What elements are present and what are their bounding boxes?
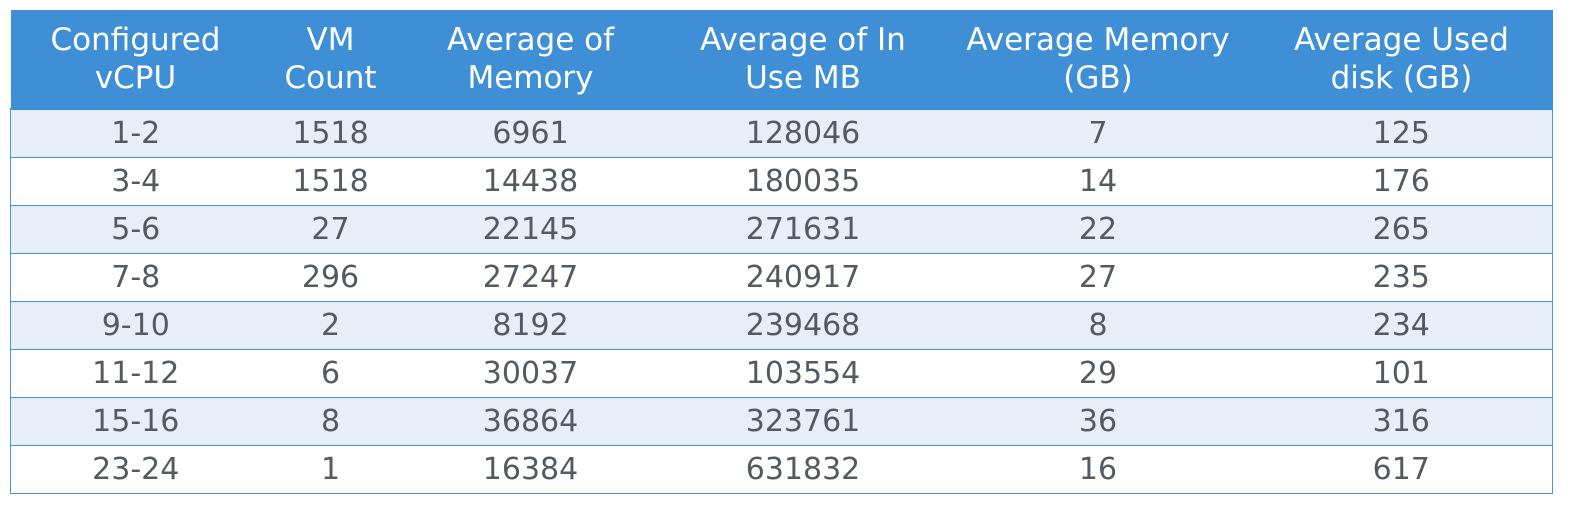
cell-average-in-use-mb: 631832 xyxy=(660,445,946,494)
cell-average-memory-gb: 14 xyxy=(945,157,1251,206)
cell-configured-vcpu: 3-4 xyxy=(10,157,261,206)
cell-average-memory-gb: 16 xyxy=(945,445,1251,494)
cell-average-used-disk-gb: 101 xyxy=(1250,349,1553,398)
header-line: Average Memory xyxy=(966,22,1230,58)
header-line: Average of xyxy=(446,22,615,58)
cell-average-in-use-mb: 128046 xyxy=(660,108,946,158)
cell-average-of-memory: 30037 xyxy=(400,349,661,398)
cell-average-used-disk-gb: 617 xyxy=(1250,445,1553,494)
cell-average-used-disk-gb: 125 xyxy=(1250,108,1553,158)
cell-average-of-memory: 22145 xyxy=(400,205,661,254)
cell-vm-count: 1518 xyxy=(260,108,401,158)
cell-average-in-use-mb: 239468 xyxy=(660,301,946,350)
cell-vm-count: 2 xyxy=(260,301,401,350)
vcpu-stats-table: Configured vCPU VM Count Average of Memory … xyxy=(10,10,1553,494)
cell-average-used-disk-gb: 316 xyxy=(1250,397,1553,446)
table-row: 9-10 2 8192 239468 8 234 xyxy=(10,301,1553,350)
cell-configured-vcpu: 9-10 xyxy=(10,301,261,350)
cell-average-in-use-mb: 323761 xyxy=(660,397,946,446)
header-line: Use MB xyxy=(745,60,861,96)
cell-average-in-use-mb: 271631 xyxy=(660,205,946,254)
table-row: 3-4 1518 14438 180035 14 176 xyxy=(10,157,1553,206)
cell-vm-count: 6 xyxy=(260,349,401,398)
header-line: Average of In xyxy=(700,22,906,58)
cell-average-memory-gb: 27 xyxy=(945,253,1251,302)
header-configured-vcpu: Configured vCPU xyxy=(10,10,261,110)
cell-average-in-use-mb: 240917 xyxy=(660,253,946,302)
table-row: 5-6 27 22145 271631 22 265 xyxy=(10,205,1553,254)
table-row: 23-24 1 16384 631832 16 617 xyxy=(10,445,1553,494)
cell-average-used-disk-gb: 234 xyxy=(1250,301,1553,350)
header-line: Memory xyxy=(467,60,594,96)
table-header: Configured vCPU VM Count Average of Memory … xyxy=(10,10,1553,110)
cell-configured-vcpu: 11-12 xyxy=(10,349,261,398)
header-average-used-disk-gb: Average Used disk (GB) xyxy=(1250,10,1553,110)
table-body: 1-2 1518 6961 128046 7 125 3-4 1518 14438 180035 1… xyxy=(10,108,1553,494)
header-line: Configured xyxy=(50,22,221,58)
cell-average-in-use-mb: 180035 xyxy=(660,157,946,206)
cell-configured-vcpu: 5-6 xyxy=(10,205,261,254)
cell-average-used-disk-gb: 176 xyxy=(1250,157,1553,206)
cell-configured-vcpu: 23-24 xyxy=(10,445,261,494)
cell-vm-count: 8 xyxy=(260,397,401,446)
cell-vm-count: 1 xyxy=(260,445,401,494)
cell-average-of-memory: 14438 xyxy=(400,157,661,206)
header-average-in-use-mb: Average of In Use MB xyxy=(660,10,946,110)
header-average-memory-gb: Average Memory (GB) xyxy=(945,10,1251,110)
cell-configured-vcpu: 7-8 xyxy=(10,253,261,302)
cell-average-in-use-mb: 103554 xyxy=(660,349,946,398)
cell-average-of-memory: 36864 xyxy=(400,397,661,446)
cell-configured-vcpu: 1-2 xyxy=(10,108,261,158)
header-line: disk (GB) xyxy=(1330,60,1473,96)
table-row: 11-12 6 30037 103554 29 101 xyxy=(10,349,1553,398)
cell-average-of-memory: 16384 xyxy=(400,445,661,494)
cell-average-of-memory: 6961 xyxy=(400,108,661,158)
header-line: (GB) xyxy=(1063,60,1133,96)
table-row: 1-2 1518 6961 128046 7 125 xyxy=(10,108,1553,158)
header-line: Count xyxy=(284,60,377,96)
cell-average-used-disk-gb: 265 xyxy=(1250,205,1553,254)
cell-average-used-disk-gb: 235 xyxy=(1250,253,1553,302)
header-line: VM xyxy=(306,22,355,58)
cell-average-of-memory: 27247 xyxy=(400,253,661,302)
header-line: Average Used xyxy=(1294,22,1509,58)
header-row: Configured vCPU VM Count Average of Memory … xyxy=(10,10,1553,110)
cell-average-of-memory: 8192 xyxy=(400,301,661,350)
table-row: 7-8 296 27247 240917 27 235 xyxy=(10,253,1553,302)
vcpu-table-container: Configured vCPU VM Count Average of Memory … xyxy=(10,10,1553,494)
cell-average-memory-gb: 8 xyxy=(945,301,1251,350)
cell-configured-vcpu: 15-16 xyxy=(10,397,261,446)
cell-average-memory-gb: 29 xyxy=(945,349,1251,398)
cell-average-memory-gb: 7 xyxy=(945,108,1251,158)
cell-vm-count: 296 xyxy=(260,253,401,302)
header-average-of-memory: Average of Memory xyxy=(400,10,661,110)
header-line: vCPU xyxy=(94,60,177,96)
cell-average-memory-gb: 22 xyxy=(945,205,1251,254)
cell-vm-count: 27 xyxy=(260,205,401,254)
cell-vm-count: 1518 xyxy=(260,157,401,206)
table-row: 15-16 8 36864 323761 36 316 xyxy=(10,397,1553,446)
cell-average-memory-gb: 36 xyxy=(945,397,1251,446)
header-vm-count: VM Count xyxy=(260,10,401,110)
